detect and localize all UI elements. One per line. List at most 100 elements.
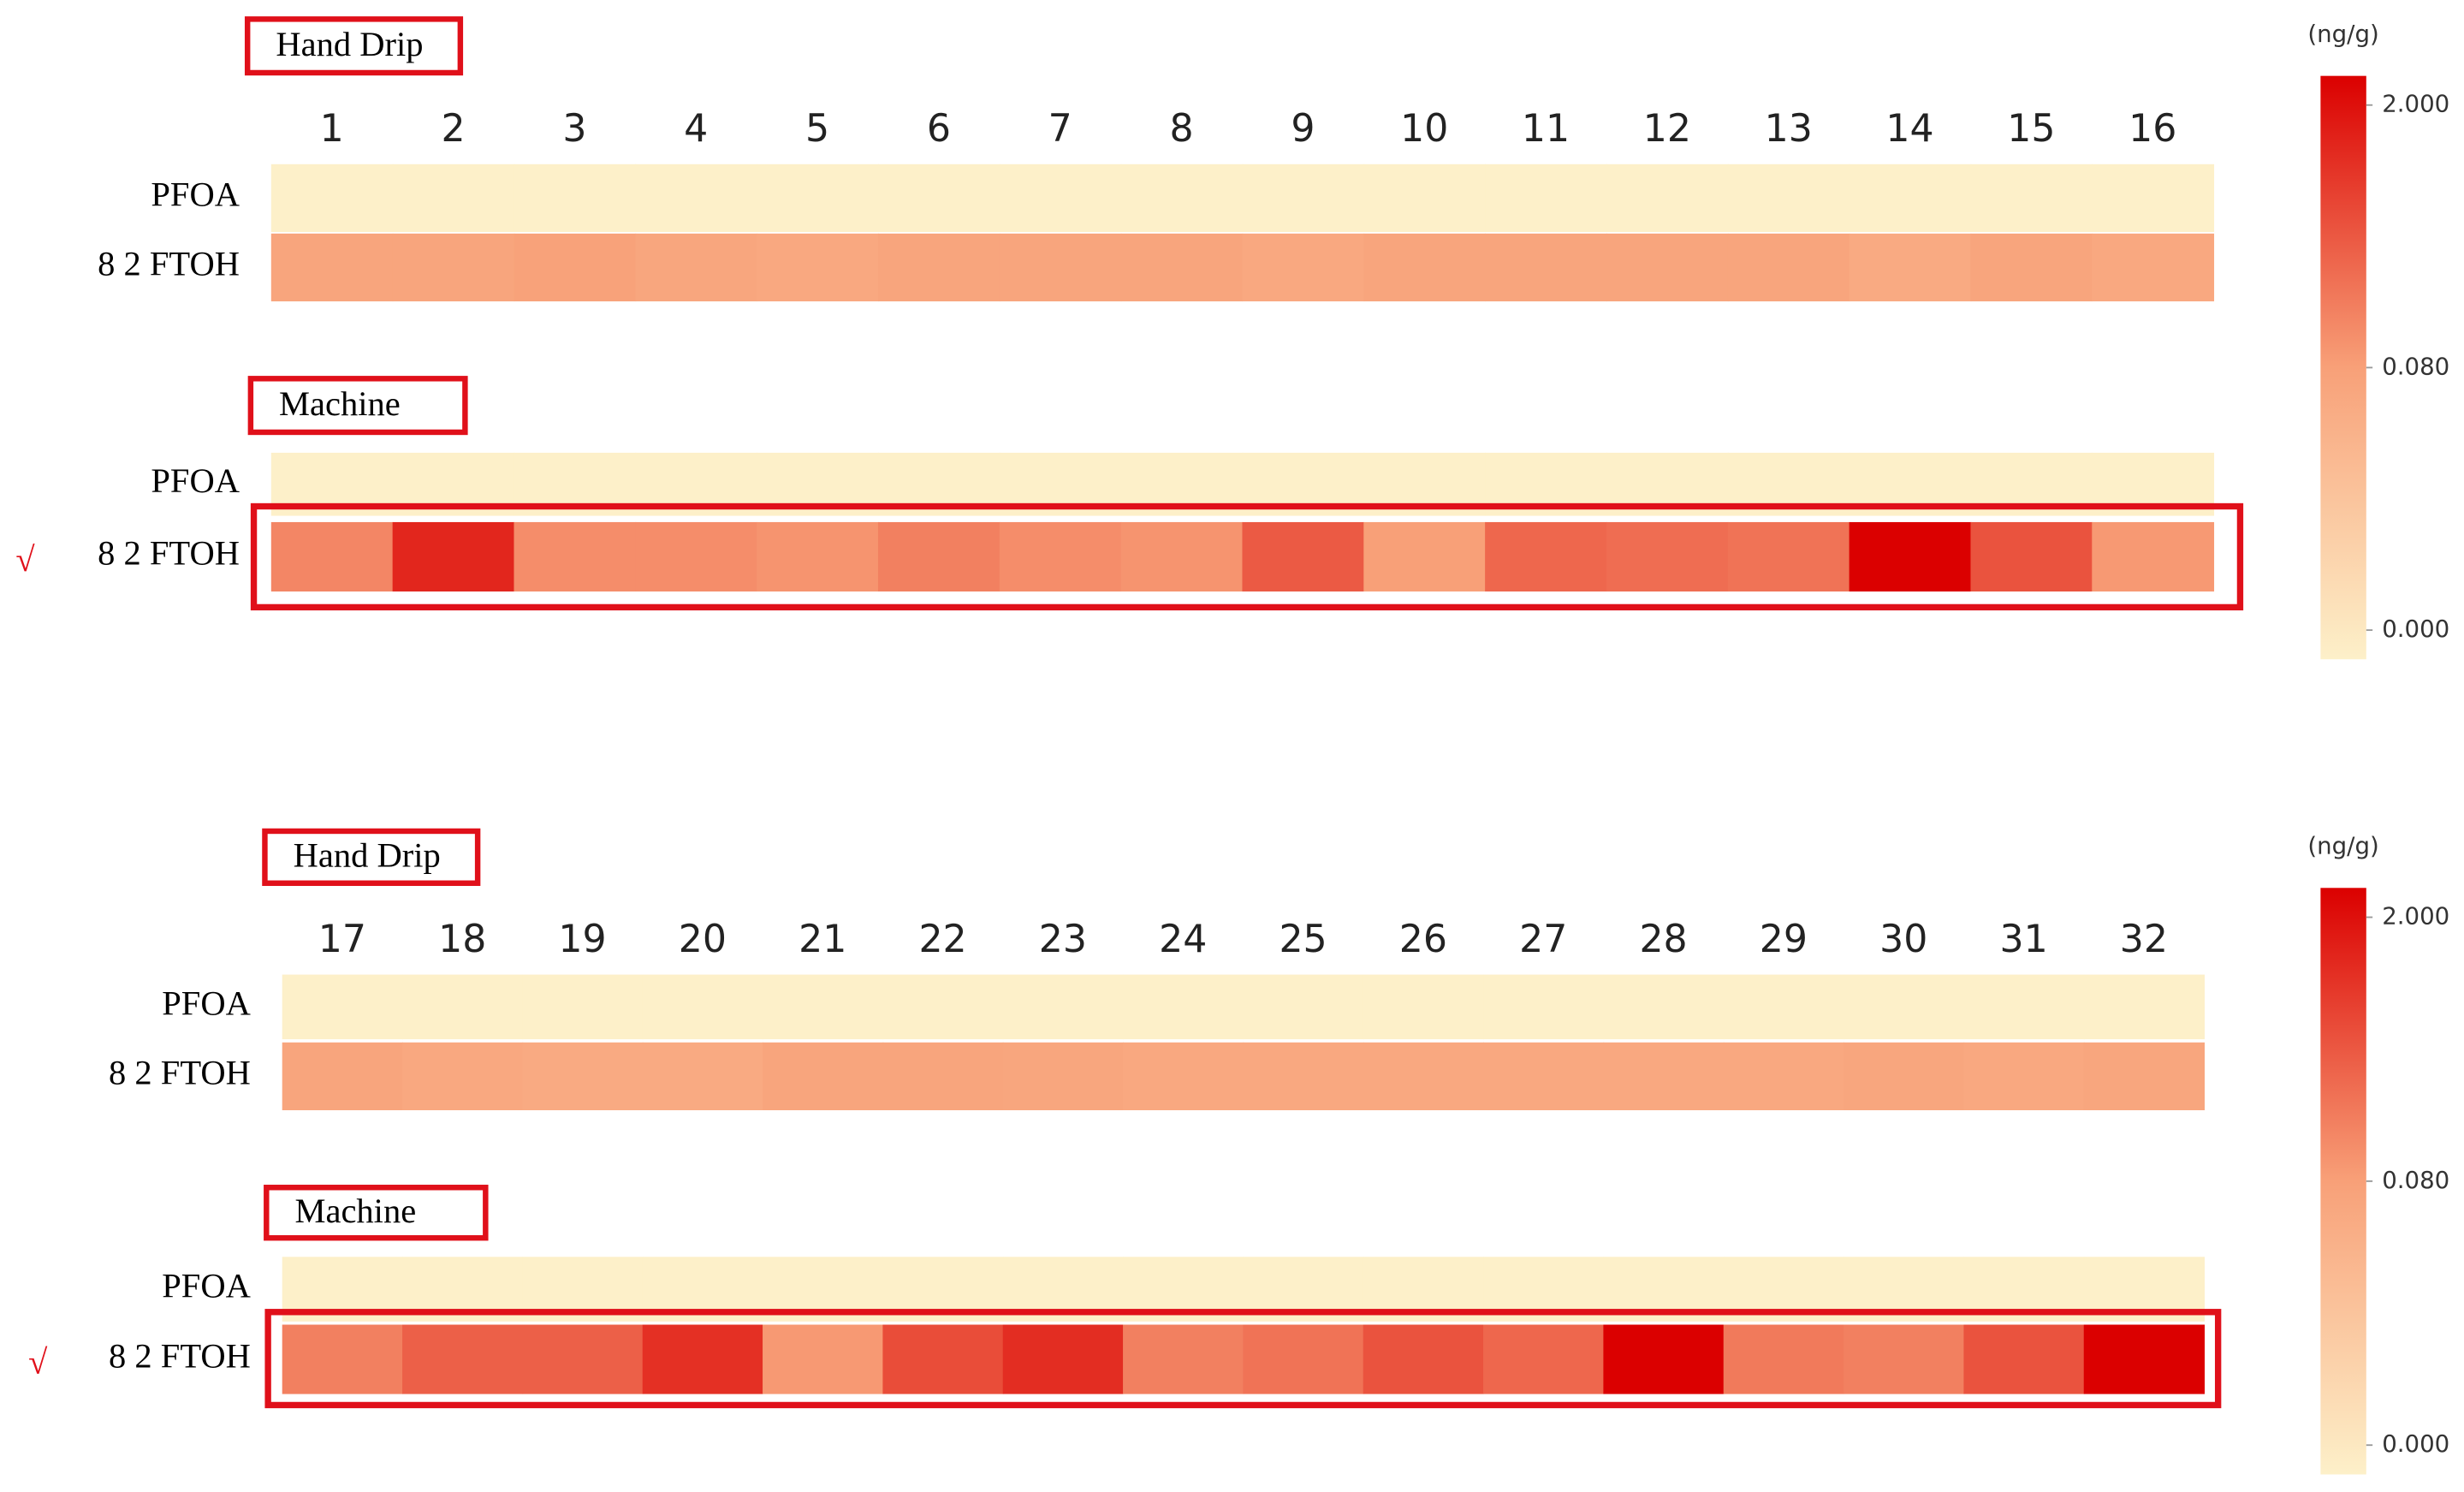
heat-cell	[1123, 974, 1244, 1040]
heat-cell	[1723, 1324, 1844, 1394]
heat-cell	[763, 974, 884, 1040]
heat-cell	[882, 974, 1004, 1040]
heat-cell	[882, 1324, 1004, 1394]
heat-cell	[1363, 233, 1487, 302]
heat-cell	[1243, 1324, 1364, 1394]
colorbar-tick-label: 0.080	[2382, 352, 2449, 380]
heat-cell	[1606, 233, 1729, 302]
heat-cell	[1970, 163, 2093, 233]
column-label: 23	[1039, 918, 1087, 961]
heat-cell	[1363, 163, 1487, 233]
heat-cell	[1485, 521, 1607, 591]
heat-cell	[1723, 974, 1844, 1040]
heat-cell	[514, 163, 637, 233]
heat-cell	[635, 521, 758, 591]
column-label: 24	[1159, 918, 1207, 961]
heat-cell	[642, 1324, 763, 1394]
heat-cell	[1242, 233, 1365, 302]
heat-cell	[1970, 233, 2093, 302]
column-label: 1	[320, 107, 344, 151]
column-label: 11	[1522, 107, 1570, 151]
heat-cell	[392, 233, 515, 302]
group-title-box	[244, 16, 464, 76]
heat-cell	[1002, 1042, 1124, 1110]
heat-cell	[392, 521, 515, 591]
heat-cell	[642, 974, 763, 1040]
heat-cell	[2092, 521, 2215, 591]
column-label: 15	[2007, 107, 2055, 151]
group-title-box	[262, 828, 481, 886]
column-label: 7	[1048, 107, 1072, 151]
heat-cell	[1603, 974, 1725, 1040]
heat-cell	[1123, 1324, 1244, 1394]
heat-cell	[757, 521, 879, 591]
heat-cell	[999, 233, 1122, 302]
heat-cell	[1970, 521, 2093, 591]
heat-cell	[1606, 521, 1729, 591]
heat-cell	[999, 163, 1122, 233]
highlight-box	[264, 1309, 2222, 1409]
column-label: 5	[805, 107, 829, 151]
heat-cell	[1844, 1042, 1965, 1110]
row-label: PFOA	[151, 175, 240, 214]
group-title: Machine	[294, 1192, 416, 1230]
colorbar	[2320, 888, 2366, 1475]
heat-cell	[514, 233, 637, 302]
heat-cell	[402, 974, 524, 1040]
colorbar-tick-label: 2.000	[2382, 90, 2449, 118]
heat-cell	[1844, 974, 1965, 1040]
heat-cell	[1727, 233, 1850, 302]
heat-cell	[1849, 163, 1972, 233]
column-label: 19	[558, 918, 606, 961]
heat-cell	[1963, 974, 2085, 1040]
group-title-box	[264, 1185, 489, 1241]
heat-cell	[270, 521, 394, 591]
heat-cell	[1120, 163, 1244, 233]
heat-cell	[642, 1042, 763, 1110]
heat-cell	[1849, 233, 1972, 302]
colorbar-tick-label: 2.000	[2382, 902, 2449, 930]
heat-cell	[1963, 1042, 2085, 1110]
column-label: 13	[1765, 107, 1813, 151]
row-label: PFOA	[162, 984, 251, 1023]
heat-cell	[999, 521, 1122, 591]
column-label: 21	[799, 918, 846, 961]
heat-cell	[2083, 1042, 2205, 1110]
heat-cell	[1242, 163, 1365, 233]
heat-cell	[1844, 1324, 1965, 1394]
heat-cell	[522, 1324, 644, 1394]
heat-cell	[282, 1042, 403, 1110]
group-title-box	[247, 376, 468, 436]
column-label: 2	[442, 107, 466, 151]
heat-cell	[270, 233, 394, 302]
heat-cell	[1242, 521, 1365, 591]
heat-cell	[2092, 233, 2215, 302]
colorbar-tick-label: 0.000	[2382, 1430, 2449, 1458]
heat-cell	[1606, 163, 1729, 233]
column-label: 29	[1760, 918, 1808, 961]
row-label: 8 2 FTOH	[109, 1336, 251, 1375]
column-label: 18	[438, 918, 486, 961]
heat-cell	[1727, 163, 1850, 233]
heat-cell	[635, 233, 758, 302]
column-label: 30	[1879, 918, 1927, 961]
colorbar-title: (ng/g)	[2307, 20, 2378, 48]
heat-cell	[1603, 1042, 1725, 1110]
heat-cell	[1363, 1324, 1484, 1394]
column-label: 9	[1291, 107, 1315, 151]
column-label: 10	[1400, 107, 1448, 151]
column-label: 31	[1999, 918, 2047, 961]
heat-cell	[514, 521, 637, 591]
highlight-box	[250, 502, 2244, 611]
check-mark: √	[28, 1343, 48, 1382]
column-label: 22	[918, 918, 966, 961]
heat-cell	[522, 974, 644, 1040]
check-mark: √	[15, 540, 35, 579]
heat-cell	[763, 1042, 884, 1110]
column-label: 3	[562, 107, 586, 151]
group-title: Machine	[279, 384, 401, 423]
heat-cell	[1363, 521, 1487, 591]
heat-cell	[392, 163, 515, 233]
heat-cell	[270, 163, 394, 233]
